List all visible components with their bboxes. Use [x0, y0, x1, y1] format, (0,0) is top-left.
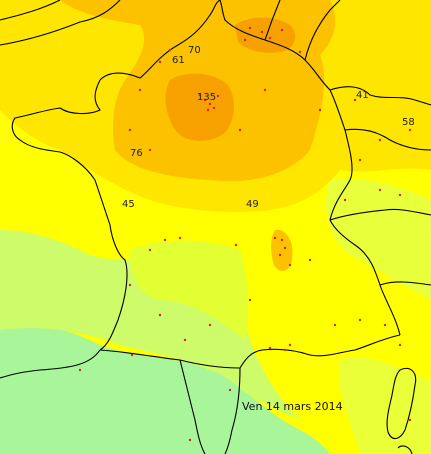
- value-label-49: 49: [246, 199, 259, 210]
- zone-high-lyon: [271, 229, 293, 272]
- zone-low-southwest: [0, 230, 300, 420]
- value-label-41: 41: [356, 90, 369, 101]
- value-label-61: 61: [172, 55, 185, 66]
- date-label: Ven 14 mars 2014: [242, 400, 343, 413]
- zone-high-belgium: [235, 17, 296, 53]
- zone-low-alps: [326, 178, 431, 300]
- value-label-58: 58: [402, 117, 415, 128]
- value-label-45: 45: [122, 199, 135, 210]
- zone-very-high-paris: [165, 73, 234, 141]
- value-label-76: 76: [130, 148, 143, 159]
- zone-very-low-southwest: [0, 325, 330, 454]
- stations: [78, 26, 412, 442]
- zone-low-southeast: [339, 357, 431, 454]
- value-label-70: 70: [188, 45, 201, 56]
- value-label-135: 135: [197, 92, 216, 103]
- zone-low-west: [130, 240, 249, 340]
